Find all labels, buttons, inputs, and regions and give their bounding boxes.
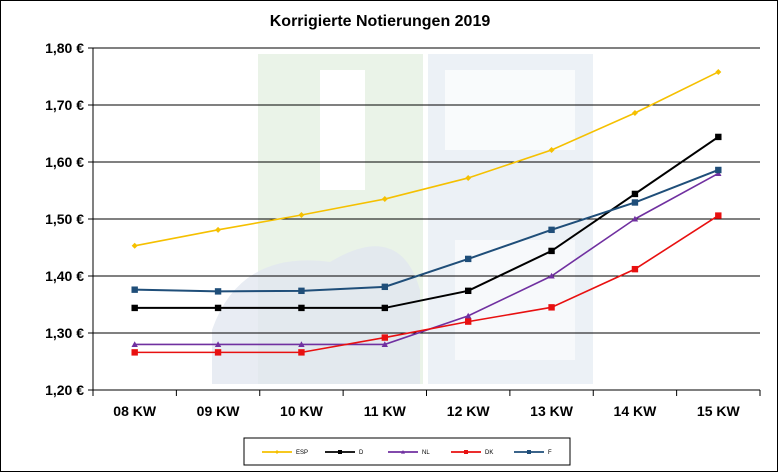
data-point [715,212,722,219]
data-point [298,341,305,347]
legend-marker [464,450,468,454]
data-point [381,196,388,203]
y-tick-label: 1,50 € [45,211,84,227]
data-point [214,341,222,347]
data-point [131,349,138,356]
data-point [214,349,222,356]
data-point [715,133,722,141]
data-point [298,304,305,312]
data-point [381,334,389,341]
x-tick-label: 11 KW [364,403,407,419]
series-f [131,166,722,295]
data-point [715,68,722,75]
series-line [134,136,719,309]
watermark-logo [212,54,593,384]
data-point [298,287,305,295]
y-tick-label: 1,20 € [45,382,84,398]
series-line [134,214,719,354]
data-point [131,242,138,249]
y-gridlines [93,47,760,391]
legend-label: DK [485,450,493,456]
data-point [131,286,138,293]
data-point [548,147,555,154]
legend-marker [527,450,531,454]
data-point [464,287,472,295]
y-tick-label: 1,70 € [45,97,84,113]
data-point [631,190,639,198]
data-point [381,304,389,312]
x-tick-label: 08 KW [113,403,157,419]
chart-title: Korrigierte Notierungen 2019 [270,13,491,30]
legend-label: D [359,450,364,456]
legend-label: ESP [296,450,308,456]
legend-entry: F [514,450,552,456]
legend-entry: DK [451,450,493,456]
y-tick-label: 1,60 € [45,154,84,170]
legend-entry: ESP [262,450,308,456]
data-point [715,166,722,174]
data-point [214,288,222,295]
data-point [131,341,138,347]
y-tick-label: 1,30 € [45,325,84,341]
y-tick-label: 1,80 € [45,40,84,56]
data-point [464,318,472,325]
data-point [298,349,305,356]
data-point [631,265,639,273]
x-tick-label: 10 KW [280,403,324,419]
x-tick-label: 14 KW [614,403,658,419]
y-axis-ticks: 1,20 € 1,30 € 1,40 € 1,50 € 1,60 € 1,70 € 1,80… [45,40,93,398]
series-line [134,169,719,293]
series-line [134,71,719,247]
legend-marker [401,450,405,454]
data-point [465,174,472,181]
x-axis-ticks: 08 KW 09 KW 10 KW 11 KW 12 KW 13 KW 14 KW 15 KW [92,390,761,419]
data-point [631,199,639,206]
y-tick-label: 1,40 € [45,268,84,284]
data-point [298,212,305,219]
series-dk [131,212,722,356]
data-point [631,109,638,116]
legend-entry: NL [388,450,430,456]
legend-label: F [548,450,552,456]
x-tick-label: 13 KW [530,403,574,419]
legend-marker [275,450,279,454]
data-point [631,215,639,222]
data-point [214,304,222,312]
legend-entry: D [325,450,364,456]
series-d [131,133,722,312]
data-point [548,226,555,234]
data-point [548,272,555,279]
x-tick-label: 15 KW [697,403,741,419]
legend-label: NL [422,450,430,456]
data-point [464,312,472,319]
data-point [381,341,389,347]
data-point [464,255,472,263]
x-tick-label: 12 KW [447,403,491,419]
legend-marker [338,450,342,454]
data-point [131,304,138,312]
data-point [381,283,389,291]
data-point [548,247,555,255]
x-tick-label: 09 KW [197,403,241,419]
data-point [215,226,222,233]
data-series [131,68,722,356]
data-point [548,304,555,311]
legend: ESP D NL DK F [243,437,571,466]
series-esp [131,68,722,249]
